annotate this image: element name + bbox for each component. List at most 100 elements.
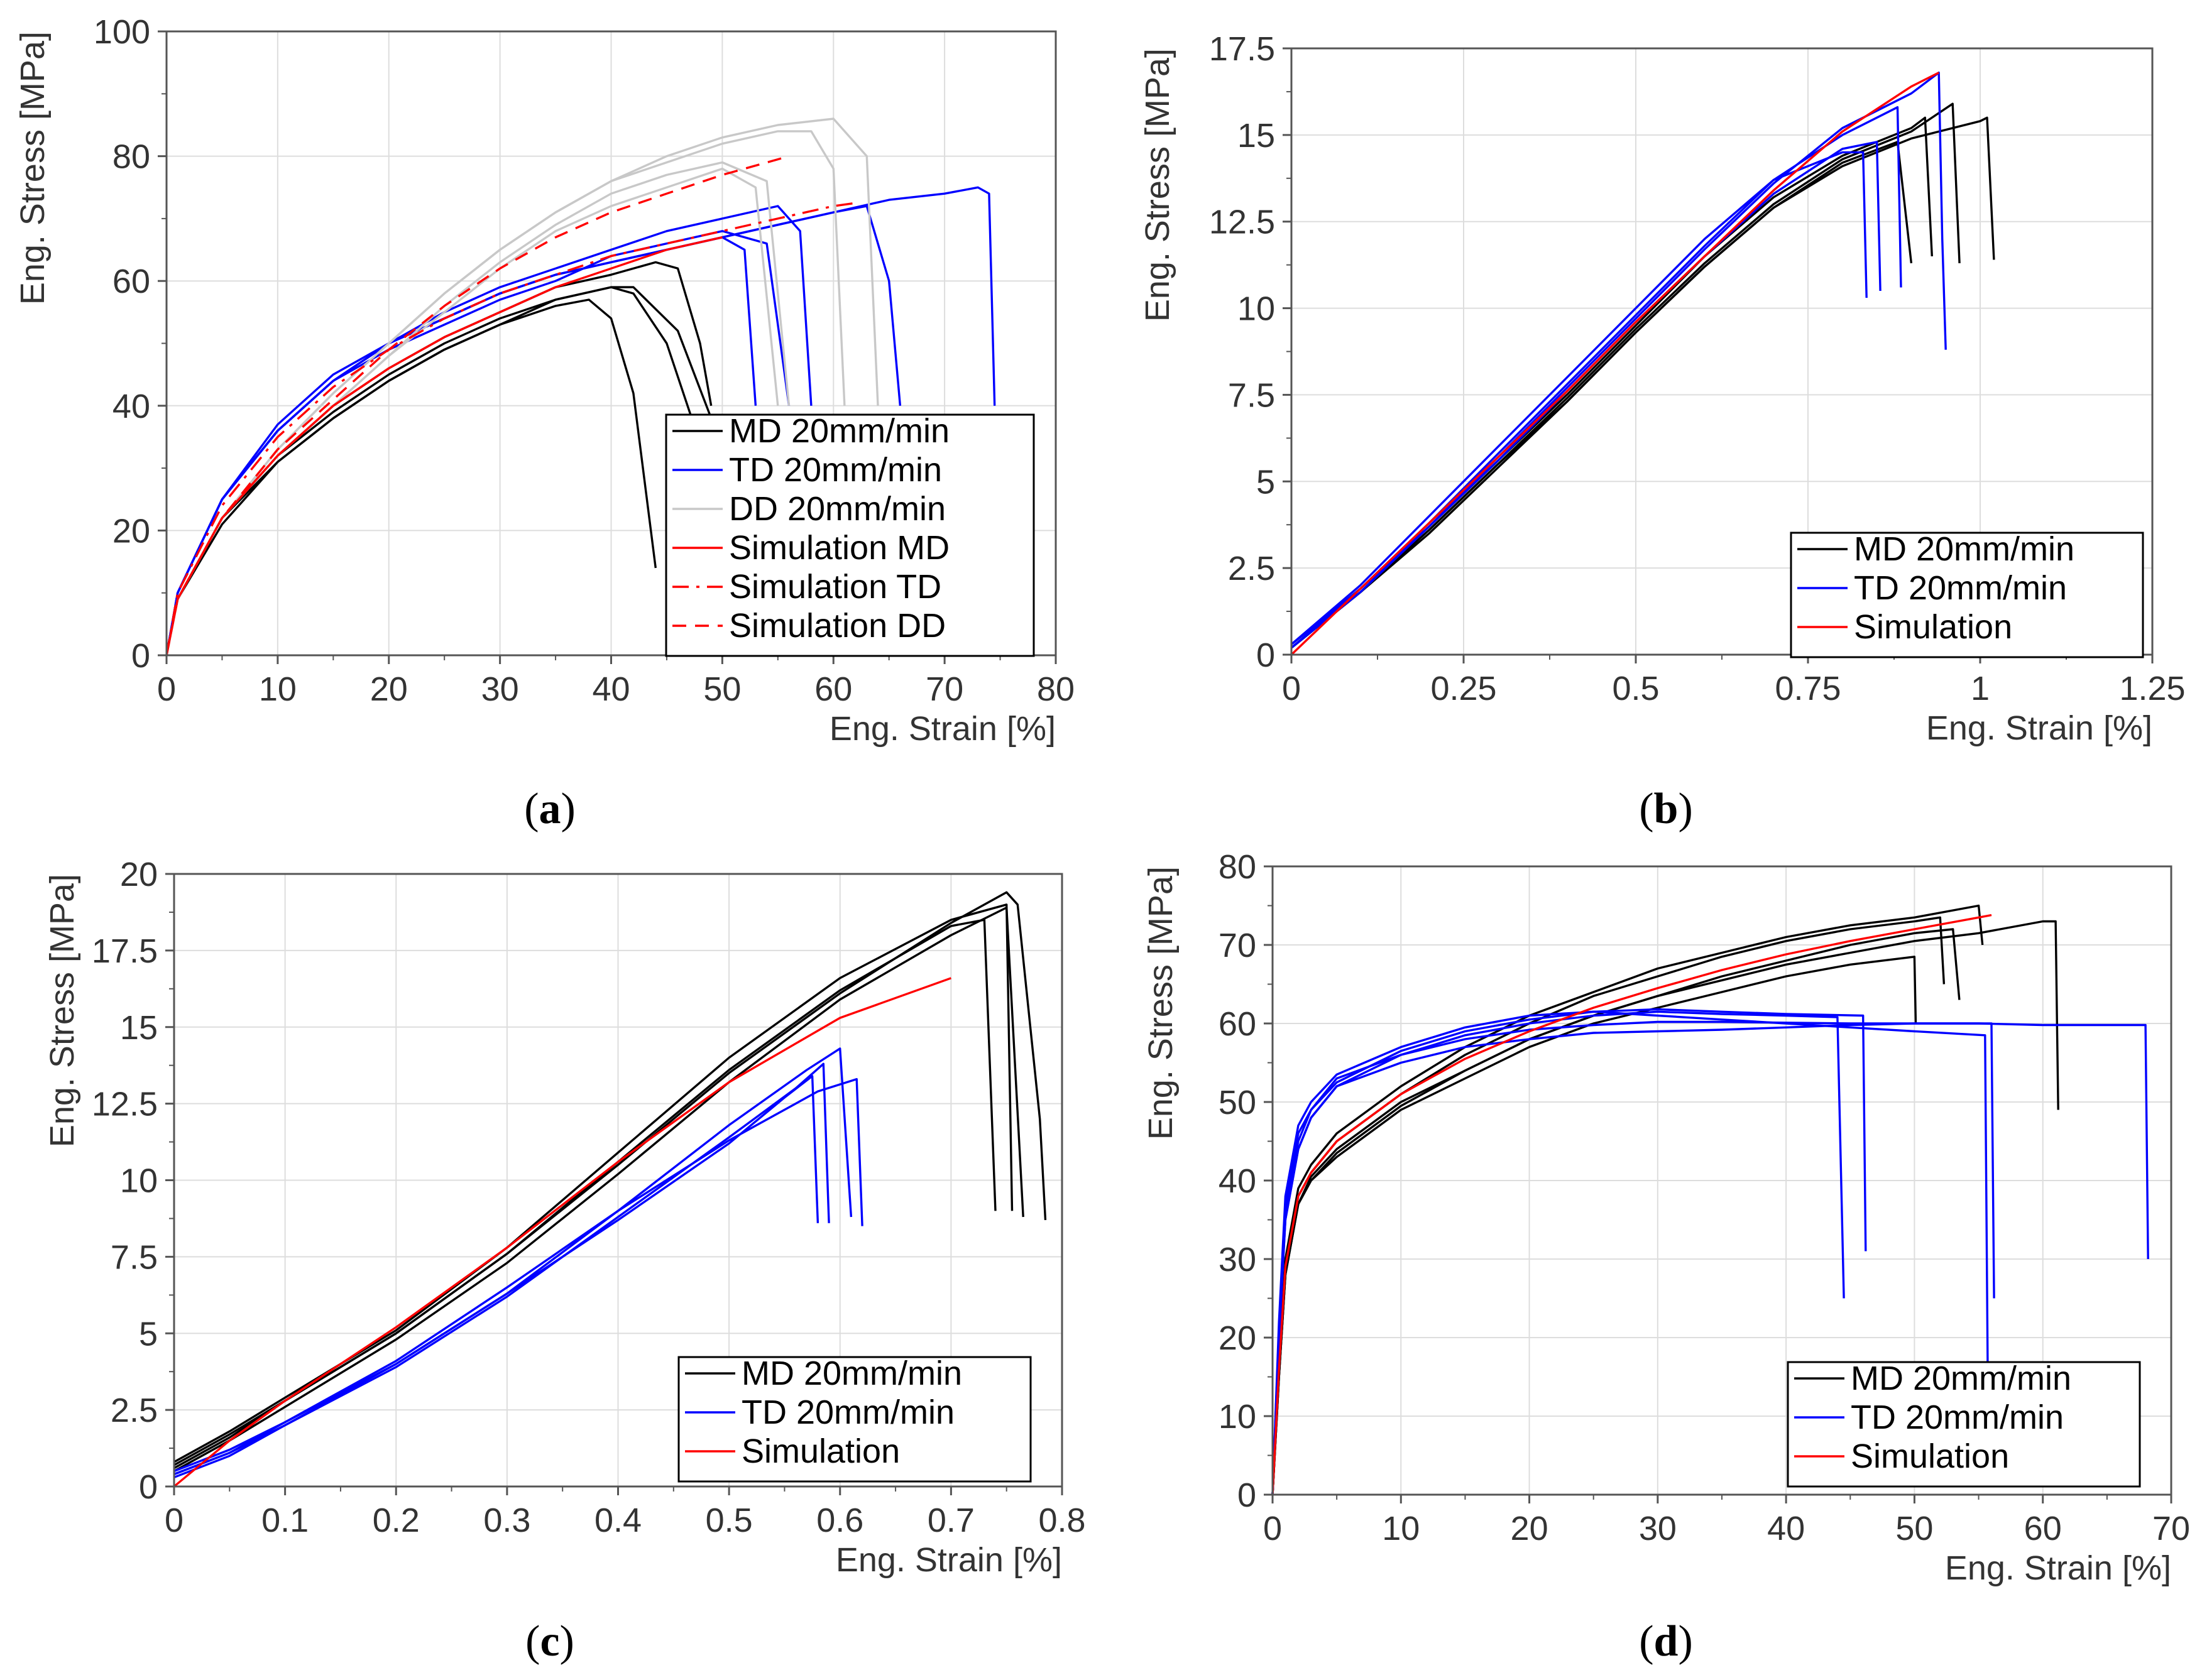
y-tick-label: 70 bbox=[1219, 927, 1256, 964]
x-tick-label: 0 bbox=[165, 1502, 184, 1539]
x-tick-label: 50 bbox=[703, 670, 741, 708]
panel-a-chart: 0 10 20 30 40 50 60 70 80 0 20 40 60 80 100 Eng. Strain… bbox=[14, 13, 1075, 748]
y-tick-label: 15 bbox=[1237, 117, 1275, 155]
series-line-td bbox=[165, 205, 813, 656]
panel-d-chart: 0 10 20 30 40 50 60 70 0 10 20 30 40 50 60 70 80 Eng. Str… bbox=[1142, 848, 2190, 1587]
caption-c-close: ) bbox=[560, 1617, 574, 1666]
x-tick-label: 0 bbox=[1282, 670, 1301, 707]
series-line-md bbox=[173, 906, 1024, 1473]
panel-b-caption: (b) bbox=[1639, 785, 1693, 833]
x-tick-label: 0.75 bbox=[1775, 670, 1841, 707]
y-tick-label: 80 bbox=[1219, 848, 1256, 886]
y-axis-title: Eng. Stress [MPa] bbox=[1142, 866, 1180, 1140]
legend-label: MD 20mm/min bbox=[729, 412, 950, 450]
x-tick-label: 0.2 bbox=[373, 1502, 420, 1539]
y-tick-label: 12.5 bbox=[1209, 204, 1275, 241]
legend-box bbox=[677, 1356, 1032, 1483]
series-line-td bbox=[173, 1062, 830, 1476]
legend-label: DD 20mm/min bbox=[729, 490, 946, 528]
y-tick-label: 30 bbox=[1219, 1241, 1256, 1279]
series-line-td bbox=[1271, 1008, 1867, 1495]
x-tick-label: 80 bbox=[1037, 670, 1075, 708]
x-tick-label: 10 bbox=[1382, 1510, 1420, 1547]
x-tick-label: 60 bbox=[2024, 1510, 2062, 1547]
caption-d-close: ) bbox=[1678, 1617, 1692, 1666]
series-group bbox=[173, 891, 1047, 1488]
y-tick-label: 12.5 bbox=[92, 1086, 158, 1123]
x-tick-label: 10 bbox=[259, 670, 297, 708]
series-line-td bbox=[165, 186, 996, 656]
x-axis-title: Eng. Strain [%] bbox=[1945, 1549, 2171, 1587]
series-group bbox=[1271, 904, 2149, 1495]
caption-a-letter: a bbox=[539, 785, 561, 833]
x-tick-label: 1 bbox=[1971, 670, 1990, 707]
x-axis-title: Eng. Strain [%] bbox=[1926, 709, 2152, 747]
y-tick-label: 2.5 bbox=[1228, 550, 1275, 587]
y-tick-label: 60 bbox=[1219, 1005, 1256, 1043]
y-tick-label: 15 bbox=[120, 1009, 158, 1047]
caption-d-open: ( bbox=[1639, 1617, 1653, 1666]
series-line-td bbox=[1290, 151, 1868, 645]
x-tick-label: 40 bbox=[592, 670, 630, 708]
series-line-md bbox=[1290, 102, 1961, 649]
caption-b-close: ) bbox=[1678, 785, 1692, 833]
panel-c-caption: (c) bbox=[525, 1617, 574, 1666]
y-tick-label: 10 bbox=[120, 1162, 158, 1200]
x-axis-title: Eng. Strain [%] bbox=[836, 1541, 1062, 1579]
legend-label: TD 20mm/min bbox=[1851, 1399, 2064, 1436]
caption-c-letter: c bbox=[540, 1617, 559, 1666]
series-line-md bbox=[173, 903, 1014, 1463]
y-tick-label: 60 bbox=[112, 263, 150, 300]
y-tick-label: 20 bbox=[112, 512, 150, 550]
legend-label: Simulation bbox=[1851, 1437, 2009, 1475]
series-line-simulation bbox=[1271, 914, 1992, 1495]
series-line-simulation bbox=[1290, 72, 1939, 656]
series-line-td bbox=[173, 1077, 863, 1476]
series-line-td bbox=[1271, 1020, 2149, 1495]
y-tick-label: 20 bbox=[120, 856, 158, 893]
x-tick-label: 0.4 bbox=[594, 1502, 642, 1539]
y-axis-title: Eng. Stress [MPa] bbox=[43, 874, 81, 1147]
caption-d-letter: d bbox=[1654, 1617, 1679, 1666]
legend-label: MD 20mm/min bbox=[742, 1355, 962, 1392]
x-tick-label: 0.25 bbox=[1430, 670, 1496, 707]
x-tick-label: 30 bbox=[1639, 1510, 1677, 1547]
y-tick-label: 10 bbox=[1237, 290, 1275, 328]
y-tick-label: 10 bbox=[1219, 1398, 1256, 1436]
x-tick-label: 0.5 bbox=[706, 1502, 753, 1539]
panel-c-chart: 0 0.1 0.2 0.3 0.4 0.5 0.6 0.7 0.8 0 2.5 5 7.5 10 12.5 1… bbox=[43, 856, 1086, 1579]
panel-b-chart: 0 0.25 0.5 0.75 1 1.25 0 2.5 5 7.5 10 12.5 15 17.5 Eng… bbox=[1139, 30, 2186, 747]
legend-box bbox=[1787, 1361, 2141, 1488]
series-line-simulation bbox=[173, 977, 951, 1488]
y-tick-label: 5 bbox=[139, 1315, 158, 1353]
series-line-simulation bbox=[165, 236, 723, 656]
y-tick-label: 40 bbox=[112, 388, 150, 425]
x-tick-label: 0 bbox=[157, 670, 176, 708]
series-line-td bbox=[1271, 1010, 1989, 1495]
caption-b-letter: b bbox=[1654, 785, 1679, 833]
x-axis-title: Eng. Strain [%] bbox=[830, 710, 1056, 748]
panel-d-caption: (d) bbox=[1639, 1617, 1693, 1666]
legend-label: Simulation bbox=[742, 1432, 900, 1470]
x-tick-label: 0.8 bbox=[1038, 1502, 1085, 1539]
legend-box bbox=[665, 413, 1035, 657]
legend-label: MD 20mm/min bbox=[1851, 1360, 2071, 1397]
caption-c-open: ( bbox=[525, 1617, 540, 1666]
y-axis-title: Eng. Stress [MPa] bbox=[14, 31, 52, 305]
x-tick-label: 0.1 bbox=[261, 1502, 309, 1539]
y-tick-label: 0 bbox=[1256, 636, 1275, 674]
y-tick-label: 50 bbox=[1219, 1084, 1256, 1121]
series-line-simulation bbox=[165, 155, 789, 656]
series-line-md bbox=[1290, 116, 1995, 649]
y-tick-label: 0 bbox=[131, 637, 150, 675]
y-tick-label: 40 bbox=[1219, 1162, 1256, 1200]
y-tick-label: 80 bbox=[112, 138, 150, 176]
y-tick-label: 0 bbox=[1237, 1476, 1256, 1514]
caption-b-open: ( bbox=[1639, 785, 1653, 833]
legend-label: TD 20mm/min bbox=[742, 1394, 955, 1431]
